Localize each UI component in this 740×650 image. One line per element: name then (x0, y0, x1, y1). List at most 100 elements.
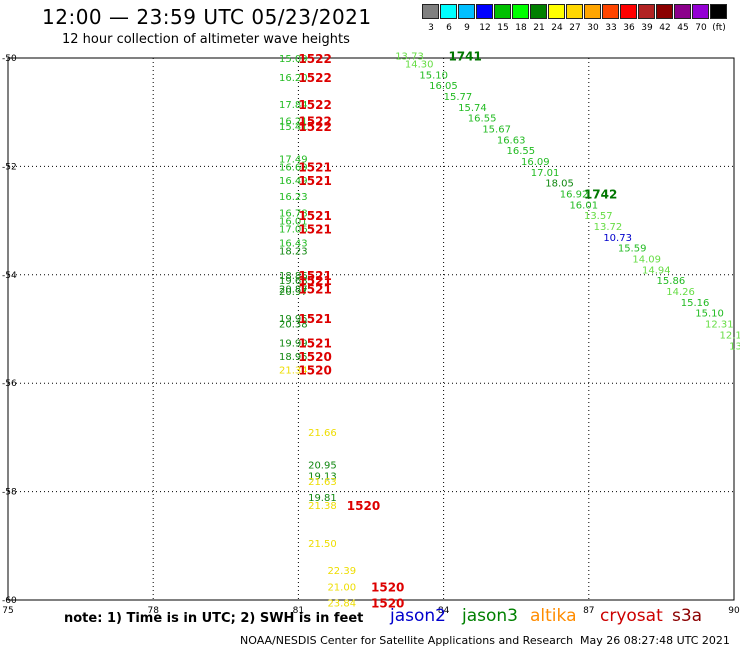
time-label: 1522 (298, 114, 331, 128)
color-swatch (584, 4, 601, 19)
data-point: 18.95 (279, 352, 308, 363)
time-label: 1521 (298, 282, 331, 296)
data-point: 19.13 (308, 471, 337, 482)
color-scale-label: 45 (677, 23, 689, 33)
data-point: 17.84 (279, 100, 308, 111)
data-point: 15.10 (695, 309, 724, 320)
footer-timestamp: May 26 08:27:48 UTC 2021 (580, 634, 730, 647)
color-swatch (656, 4, 673, 19)
data-point: 19.81 (308, 493, 337, 504)
color-scale-label: 42 (659, 23, 671, 33)
time-label: 1520 (298, 364, 331, 378)
time-label: 1742 (584, 188, 617, 202)
data-point: 13.73 (395, 51, 424, 62)
data-point: 15.59 (618, 244, 647, 255)
color-scale-label: 30 (587, 23, 599, 33)
data-point: 17.01 (531, 168, 560, 179)
data-point: 21.63 (308, 477, 337, 488)
color-scale-label: 39 (641, 23, 653, 33)
color-swatch (638, 4, 655, 19)
color-swatch (692, 4, 709, 19)
time-label: 1520 (371, 580, 404, 594)
chart-subtitle: 12 hour collection of altimeter wave hei… (62, 32, 350, 47)
time-label: 1521 (298, 223, 331, 237)
color-scale-label: 27 (569, 23, 581, 33)
data-point: 16.55 (468, 114, 497, 125)
time-label: 1521 (298, 209, 331, 223)
time-label: 1521 (298, 274, 331, 288)
time-label: 1520 (371, 597, 404, 611)
data-point: 13.08 (729, 341, 740, 352)
color-swatch (602, 4, 619, 19)
data-point: 21.38 (308, 501, 337, 512)
time-label: 1520 (347, 499, 380, 513)
color-swatch (620, 4, 637, 19)
data-point: 16.09 (521, 157, 550, 168)
color-swatch (566, 4, 583, 19)
data-point: 17.49 (279, 154, 308, 165)
legend-altika: altika (530, 606, 577, 626)
data-point: 12.11 (719, 330, 740, 341)
data-point: 13.57 (584, 211, 613, 222)
legend-cryosat: cryosat (600, 606, 663, 626)
data-point: 15.74 (458, 103, 487, 114)
data-point: 16.20 (279, 73, 308, 84)
time-label: 1522 (298, 120, 331, 134)
data-point: 18.23 (279, 246, 308, 257)
color-swatch (494, 4, 511, 19)
data-point: 20.95 (308, 461, 337, 472)
data-point: 23.84 (327, 599, 356, 610)
color-swatch (422, 4, 439, 19)
color-scale-label: 15 (497, 23, 509, 33)
data-point: 14.26 (666, 287, 695, 298)
color-swatch (710, 4, 727, 19)
data-point: 14.09 (632, 255, 661, 266)
data-point: 14.94 (642, 265, 671, 276)
y-tick-label: -54 (2, 271, 17, 281)
color-scale-label: 70 (695, 23, 707, 33)
color-scale-label: 24 (551, 23, 563, 33)
data-point: 16.01 (279, 217, 308, 228)
data-point: 15.86 (657, 276, 686, 287)
data-point: 13.48 (739, 352, 740, 363)
data-point: 21.50 (308, 539, 337, 550)
footer-credit: NOAA/NESDIS Center for Satellite Applica… (240, 634, 574, 647)
y-tick-label: -60 (2, 596, 17, 606)
data-point: 15.67 (482, 124, 511, 135)
plot-frame (7, 57, 735, 601)
data-point: 16.49 (279, 176, 308, 187)
data-point: 18.05 (545, 179, 574, 190)
color-scale-label: 12 (479, 23, 491, 33)
time-label: 1521 (298, 337, 331, 351)
data-point: 21.00 (327, 582, 356, 593)
chart-title: 12:00 — 23:59 UTC 05/23/2021 (42, 5, 372, 29)
data-point: 15.09 (279, 54, 308, 65)
time-label: 1520 (298, 350, 331, 364)
data-point: 15.77 (444, 92, 473, 103)
data-point: 13.72 (594, 222, 623, 233)
color-scale-label: 6 (446, 23, 452, 33)
time-label: 1522 (298, 71, 331, 85)
color-scale-label: 18 (515, 23, 527, 33)
data-point: 16.23 (279, 192, 308, 203)
x-tick-label: 90 (728, 606, 740, 616)
y-tick-label: -58 (2, 488, 17, 498)
data-point: 16.21 (279, 116, 308, 127)
data-point: 10.73 (603, 233, 632, 244)
data-point: 15.10 (419, 70, 448, 81)
data-point: 19.95 (279, 314, 308, 325)
x-tick-label: 84 (438, 606, 450, 616)
x-tick-label: 87 (583, 606, 594, 616)
color-swatch (458, 4, 475, 19)
y-tick-label: -52 (2, 162, 17, 172)
data-point: 16.05 (429, 81, 458, 92)
color-swatch (512, 4, 529, 19)
time-label: 1522 (298, 52, 331, 66)
color-scale-label: 9 (464, 23, 470, 33)
data-point: 15.41 (279, 122, 308, 133)
time-label: 1521 (298, 312, 331, 326)
legend-s3a: s3a (672, 606, 703, 626)
color-scale-label: 36 (623, 23, 635, 33)
x-tick-label: 75 (2, 606, 13, 616)
data-point: 20.97 (279, 287, 308, 298)
